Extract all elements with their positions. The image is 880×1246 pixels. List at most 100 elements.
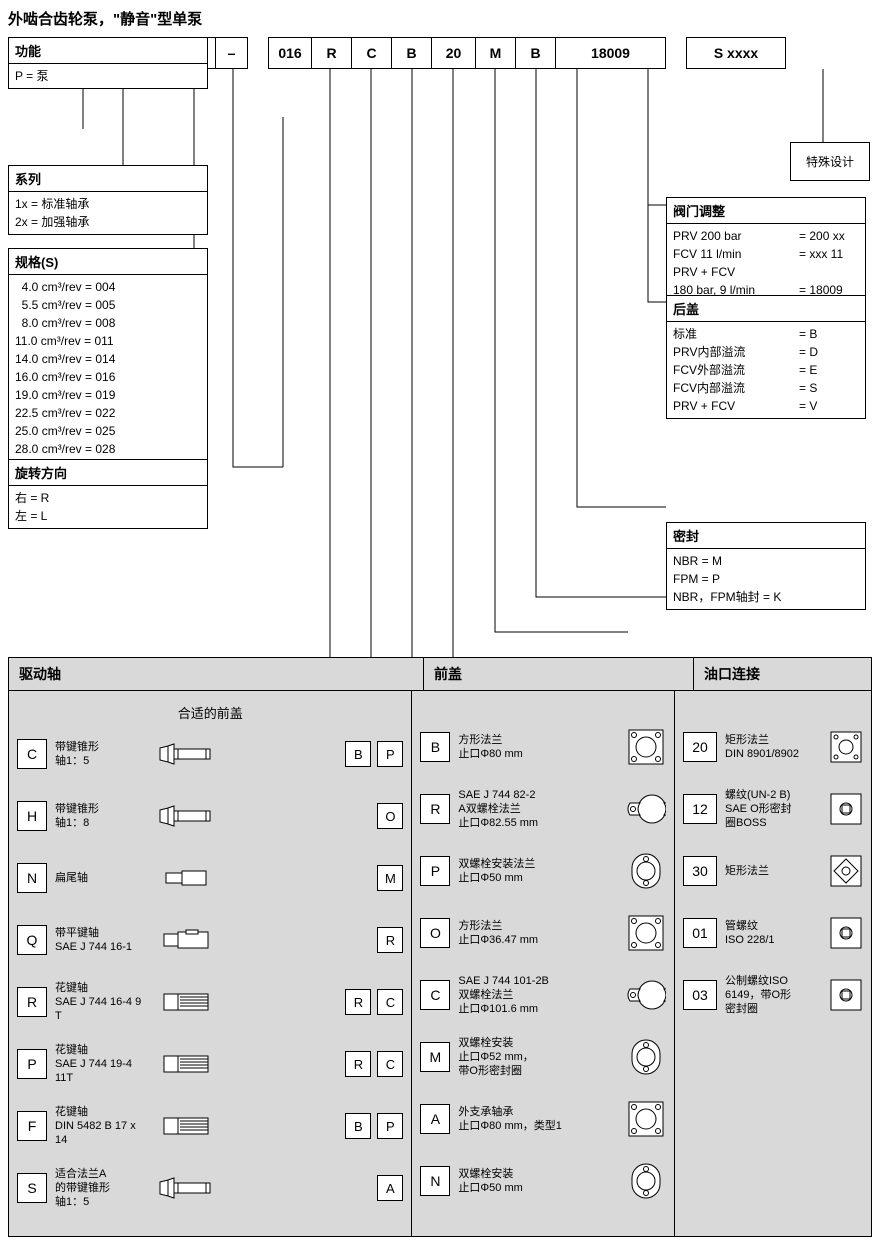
code-c6: – [216,37,248,69]
option-desc: 花键轴 SAE J 744 19-4 11T [55,1043,150,1086]
code-c13: B [516,37,556,69]
code-c8: R [312,37,352,69]
option-code: 30 [683,856,717,886]
shaft-spline-icon [158,986,213,1018]
shaft-key-icon [158,924,213,956]
bottom-section: 驱动轴 前盖 油口连接 合适的前盖 C带键锥形 轴1：5BPH带键锥形 轴1：8… [8,657,872,1237]
port-thread-icon [829,916,863,950]
box-spec-h: 规格(S) [9,249,207,275]
row-label: PRV内部溢流 [673,343,799,361]
code-c7: 016 [268,37,312,69]
row-label: FCV外部溢流 [673,361,799,379]
box-func-b: P = 泵 [9,64,207,88]
option-row: 20矩形法兰 DIN 8901/8902 [683,725,863,769]
info-row: PRV + FCV [673,263,859,281]
option-desc: 双螺栓安装 止口Φ52 mm， 带O形密封圈 [458,1036,573,1079]
code-c9: C [352,37,392,69]
row-label: PRV + FCV [673,263,799,281]
box-rotation-h: 旋转方向 [9,460,207,486]
box-series-h: 系列 [9,166,207,192]
option-code: H [17,801,47,831]
option-code: A [420,1104,450,1134]
row-label: PRV + FCV [673,397,799,415]
tag: O [377,803,403,829]
option-desc: 花键轴 SAE J 744 16-4 9 T [55,981,150,1024]
option-row: B方形法兰 止口Φ80 mm [420,725,666,769]
box-rotation: 旋转方向 右 = R 左 = L [8,459,208,529]
info-row: FCV 11 l/min= xxx 11 [673,245,859,263]
tags: O [345,803,403,829]
box-func-h: 功能 [9,38,207,64]
option-desc: 带键锥形 轴1：8 [55,802,150,831]
tags: RC [345,989,403,1015]
option-code: O [420,918,450,948]
code-c14: 18009 [556,37,666,69]
flange-square-icon [626,913,666,953]
info-row: 标准= B [673,325,859,343]
option-row: C带键锥形 轴1：5BP [17,732,403,776]
shaft-taper-icon [158,738,213,770]
col1: 合适的前盖 C带键锥形 轴1：5BPH带键锥形 轴1：8ON扁尾轴MQ带平键轴 … [9,691,412,1236]
option-desc: 螺纹(UN-2 B) SAE O形密封 圈BOSS [725,788,813,831]
tags: RC [345,1051,403,1077]
info-row: FCV内部溢流= S [673,379,859,397]
option-code: P [420,856,450,886]
box-series: 系列 1x = 标准轴承 2x = 加强轴承 [8,165,208,235]
box-valve: 阀门调整 PRV 200 bar= 200 xxFCV 11 l/min= xx… [666,197,866,303]
tag: B [345,741,371,767]
tag: C [377,1051,403,1077]
option-desc: 矩形法兰 [725,864,813,878]
option-desc: 带键锥形 轴1：5 [55,740,150,769]
box-special-b: 特殊设计 [806,155,854,169]
header-col1: 驱动轴 [9,658,424,691]
option-row: F花键轴 DIN 5482 B 17 x 14BP [17,1104,403,1148]
tags: R [345,927,403,953]
box-rotation-b: 右 = R 左 = L [9,486,207,528]
flange-2bolt-icon [626,1161,666,1201]
box-rear-h: 后盖 [667,296,865,322]
box-spec-b: 4.0 cm³/rev = 004 5.5 cm³/rev = 005 8.0 … [9,275,207,461]
option-desc: 管螺纹 ISO 228/1 [725,919,813,948]
option-row: N双螺栓安装 止口Φ50 mm [420,1159,666,1203]
row-value: = E [799,361,859,379]
row-value: = xxx 11 [799,245,859,263]
shaft-taper-icon [158,800,213,832]
tag: P [377,1113,403,1139]
tag: R [377,927,403,953]
flange-2bolt-wide-icon [626,789,666,829]
option-desc: 方形法兰 止口Φ36.47 mm [458,919,573,948]
option-code: N [420,1166,450,1196]
row-value: = V [799,397,859,415]
shaft-spline-icon [158,1110,213,1142]
option-code: C [420,980,450,1010]
flange-square-icon [626,727,666,767]
option-code: R [420,794,450,824]
tag: C [377,989,403,1015]
shaft-flat-icon [158,862,213,894]
option-row: RSAE J 744 82-2 A双螺栓法兰 止口Φ82.55 mm [420,787,666,831]
tags: BP [345,1113,403,1139]
option-code: N [17,863,47,893]
info-row: PRV内部溢流= D [673,343,859,361]
row-value: = S [799,379,859,397]
shaft-taper-icon [158,1172,213,1204]
option-desc: 外支承轴承 止口Φ80 mm，类型1 [458,1105,573,1134]
info-row: PRV 200 bar= 200 xx [673,227,859,245]
option-row: 12螺纹(UN-2 B) SAE O形密封 圈BOSS [683,787,863,831]
option-desc: 适合法兰A 的带键锥形 轴1：5 [55,1167,150,1210]
option-desc: 带平键轴 SAE J 744 16-1 [55,926,150,955]
tag: R [345,1051,371,1077]
option-row: A 外支承轴承 止口Φ80 mm，类型1 [420,1097,666,1141]
row-label: PRV 200 bar [673,227,799,245]
option-row: CSAE J 744 101-2B 双螺栓法兰 止口Φ101.6 mm [420,973,666,1017]
port-thread-icon [829,978,863,1012]
box-seal: 密封 NBR = M FPM = P NBR，FPM轴封 = K [666,522,866,610]
option-desc: 花键轴 DIN 5482 B 17 x 14 [55,1105,150,1148]
option-code: S [17,1173,47,1203]
flange-2bolt-wide-icon [626,975,666,1015]
option-row: Q带平键轴 SAE J 744 16-1R [17,918,403,962]
tag: P [377,741,403,767]
tag: A [377,1175,403,1201]
info-row: FCV外部溢流= E [673,361,859,379]
option-code: B [420,732,450,762]
